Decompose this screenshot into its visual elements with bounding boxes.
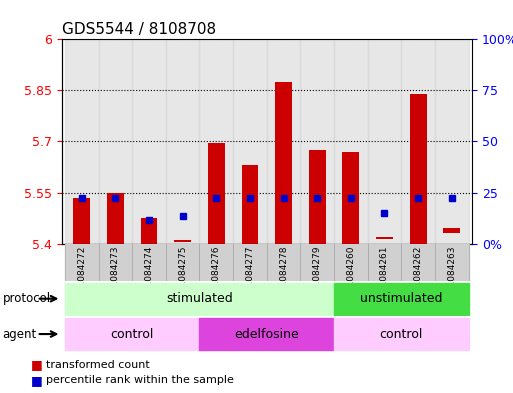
Bar — [233, 244, 267, 281]
Text: control: control — [110, 327, 154, 341]
Bar — [98, 39, 132, 244]
Bar — [435, 39, 468, 244]
Bar — [65, 39, 98, 244]
Bar — [343, 152, 359, 244]
Bar — [200, 318, 334, 350]
Bar — [65, 283, 334, 314]
Bar — [65, 318, 200, 350]
Text: GSM1084262: GSM1084262 — [413, 246, 423, 306]
Text: control: control — [380, 327, 423, 341]
Bar — [242, 165, 259, 244]
Text: ■: ■ — [31, 374, 43, 387]
Text: GSM1084276: GSM1084276 — [212, 246, 221, 306]
Bar — [334, 244, 368, 281]
Bar — [267, 244, 301, 281]
Text: GSM1084279: GSM1084279 — [313, 246, 322, 306]
Bar — [107, 193, 124, 244]
Text: GSM1084275: GSM1084275 — [178, 246, 187, 306]
Bar — [208, 143, 225, 244]
Bar — [368, 39, 401, 244]
Bar — [443, 228, 460, 233]
Bar — [410, 94, 426, 244]
Text: protocol: protocol — [3, 292, 51, 305]
Text: unstimulated: unstimulated — [360, 292, 443, 305]
Text: GSM1084274: GSM1084274 — [145, 246, 153, 306]
Bar — [334, 283, 468, 314]
Text: GDS5544 / 8108708: GDS5544 / 8108708 — [62, 22, 215, 37]
Bar — [233, 39, 267, 244]
Bar — [334, 318, 468, 350]
Bar — [275, 82, 292, 244]
Bar — [132, 39, 166, 244]
Text: GSM1084278: GSM1084278 — [279, 246, 288, 306]
Bar — [65, 244, 98, 281]
Bar — [166, 39, 200, 244]
Text: GSM1084260: GSM1084260 — [346, 246, 356, 306]
Text: ■: ■ — [31, 358, 43, 371]
Text: GSM1084263: GSM1084263 — [447, 246, 456, 306]
Bar — [174, 240, 191, 242]
Bar — [98, 244, 132, 281]
Text: agent: agent — [3, 327, 37, 341]
Text: GSM1084261: GSM1084261 — [380, 246, 389, 306]
Bar — [166, 244, 200, 281]
Text: edelfosine: edelfosine — [234, 327, 299, 341]
Bar — [200, 244, 233, 281]
Bar — [334, 39, 368, 244]
Text: stimulated: stimulated — [166, 292, 233, 305]
Bar — [401, 39, 435, 244]
Text: percentile rank within the sample: percentile rank within the sample — [46, 375, 234, 386]
Bar — [73, 198, 90, 244]
Bar — [267, 39, 301, 244]
Bar — [435, 244, 468, 281]
Text: GSM1084277: GSM1084277 — [245, 246, 254, 306]
Bar — [301, 244, 334, 281]
Bar — [368, 244, 401, 281]
Bar — [301, 39, 334, 244]
Bar — [309, 150, 326, 244]
Text: GSM1084273: GSM1084273 — [111, 246, 120, 306]
Bar — [200, 39, 233, 244]
Bar — [141, 218, 157, 244]
Text: transformed count: transformed count — [46, 360, 150, 370]
Text: GSM1084272: GSM1084272 — [77, 246, 86, 306]
Bar — [132, 244, 166, 281]
Bar — [376, 237, 393, 239]
Bar — [401, 244, 435, 281]
